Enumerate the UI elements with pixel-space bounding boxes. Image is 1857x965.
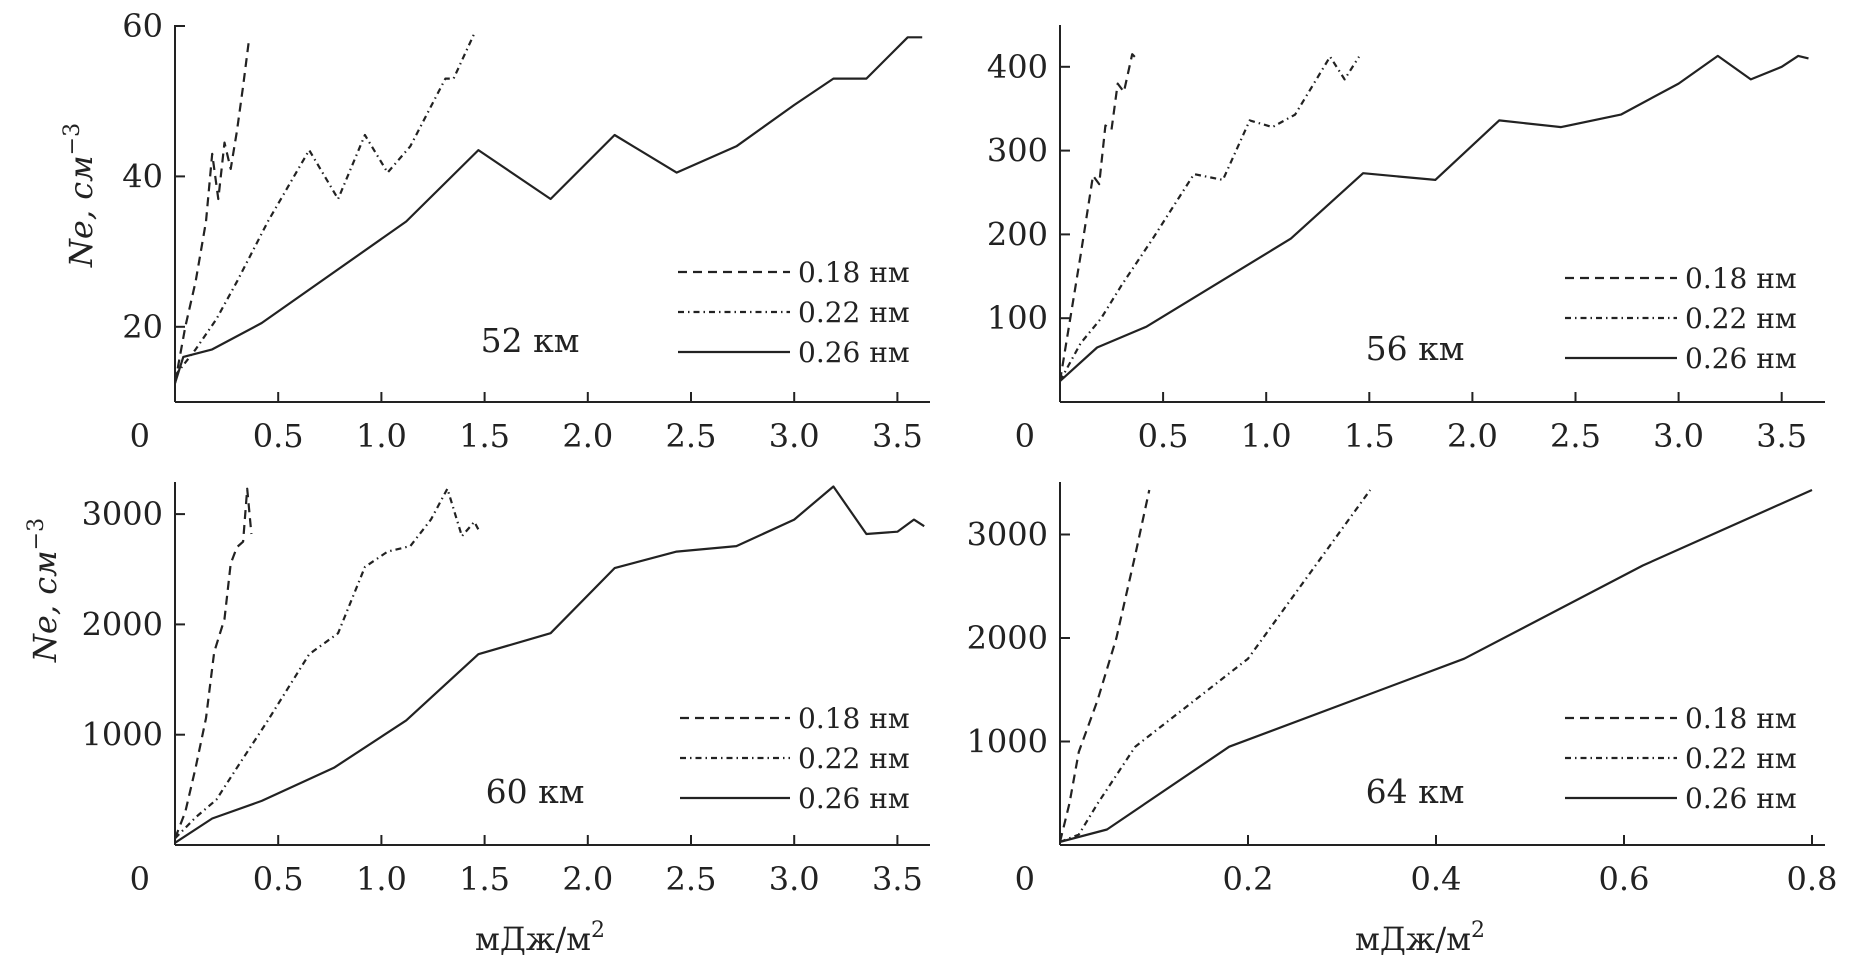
legend-label: 0.18 нм	[798, 702, 910, 735]
legend-label: 0.26 нм	[798, 782, 910, 815]
y-tick-label: 400	[987, 48, 1048, 86]
legend-label: 0.18 нм	[798, 256, 910, 289]
y-axis-title-bottom-text: Ne, см−3	[24, 518, 64, 663]
y-tick-label: 3000	[82, 495, 163, 533]
y-tick-label: 3000	[967, 516, 1048, 554]
x-tick-label: 3.0	[769, 417, 820, 455]
series-line-0-18	[175, 487, 253, 839]
x-tick-label: 1.0	[356, 417, 407, 455]
panel-altitude-label: 56 км	[1366, 329, 1465, 368]
x-tick-label: 2.0	[562, 860, 613, 898]
y-tick-label: 1000	[967, 723, 1048, 761]
series-line-0-26	[1060, 54, 1809, 382]
x-tick-label: 1.5	[459, 417, 510, 455]
series-line-0-22	[175, 33, 476, 377]
y-tick-label: 300	[987, 132, 1048, 170]
x-tick-label: 0.5	[1138, 417, 1189, 455]
chart-panel-3: 0.5 1.0 1.5 2.0 2.5 3.0 3.5 1000 2000 3000 0 0.18 н…	[82, 482, 930, 898]
x-tick-label: 2.0	[562, 417, 613, 455]
series-line-0-22	[1060, 489, 1372, 843]
x-tick-label: 0.8	[1787, 860, 1838, 898]
x-tick-label: 3.5	[872, 417, 923, 455]
x-tick-label: 3.0	[769, 860, 820, 898]
x-tick-label: 3.5	[1756, 417, 1807, 455]
y-tick-label: 60	[122, 7, 163, 45]
chart-panel-1: 0.5 1.0 1.5 2.0 2.5 3.0 3.5 20 40 60 0 0.18 нм 0.22 …	[122, 7, 930, 455]
panel-altitude-label: 52 км	[481, 321, 580, 360]
chart-panel-2: 0.5 1.0 1.5 2.0 2.5 3.0 3.5 100 200 300 400 0 0.18 н…	[987, 25, 1825, 455]
legend-label: 0.22 нм	[1685, 742, 1797, 775]
y-axis-title-top-text: Ne, см−3	[60, 123, 100, 268]
x-tick-label: 2.0	[1447, 417, 1498, 455]
x-tick-label: 2.5	[666, 417, 717, 455]
y-tick-label: 100	[987, 299, 1048, 337]
series-line-0-26	[175, 485, 925, 844]
x-tick-label: 0.4	[1411, 860, 1462, 898]
y-tick-label: 200	[987, 215, 1048, 253]
x-tick-label: 3.0	[1653, 417, 1704, 455]
series-line-0-22	[175, 487, 480, 840]
x-tick-label: 1.5	[1344, 417, 1395, 455]
legend-label: 0.26 нм	[1685, 782, 1797, 815]
y-axis-title-top: Ne, см−3	[60, 123, 100, 268]
origin-label: 0	[130, 860, 150, 898]
legend-label: 0.22 нм	[798, 742, 910, 775]
x-axis-title-left: мДж/м2	[475, 918, 605, 958]
y-tick-label: 1000	[82, 716, 163, 754]
legend-label: 0.22 нм	[1685, 302, 1797, 335]
series-line-0-26	[1060, 488, 1813, 843]
x-tick-label: 2.5	[1550, 417, 1601, 455]
series-line-0-18	[1060, 53, 1138, 382]
legend-label: 0.18 нм	[1685, 702, 1797, 735]
legend-label: 0.18 нм	[1685, 262, 1797, 295]
legend-label: 0.26 нм	[798, 336, 910, 369]
x-tick-label: 1.5	[459, 860, 510, 898]
x-tick-label: 1.0	[356, 860, 407, 898]
x-tick-label: 0.5	[253, 860, 304, 898]
x-tick-label: 3.5	[872, 860, 923, 898]
origin-label: 0	[130, 417, 150, 455]
series-line-0-26	[175, 36, 923, 384]
x-tick-label: 0.6	[1599, 860, 1650, 898]
x-axis-title-right: мДж/м2	[1355, 918, 1485, 958]
origin-label: 0	[1015, 860, 1035, 898]
y-tick-label: 20	[122, 308, 163, 346]
series-line-0-18	[175, 37, 251, 384]
x-tick-label: 0.5	[253, 417, 304, 455]
origin-label: 0	[1015, 417, 1035, 455]
x-tick-label: 1.0	[1241, 417, 1292, 455]
x-tick-label: 0.2	[1223, 860, 1274, 898]
legend-label: 0.22 нм	[798, 296, 910, 329]
x-tick-label: 2.5	[666, 860, 717, 898]
y-tick-label: 2000	[967, 619, 1048, 657]
chart-panel-4: 0.2 0.4 0.6 0.8 1000 2000 3000 0 0.18 нм 0.22 нм 0…	[967, 482, 1838, 898]
legend-label: 0.26 нм	[1685, 342, 1797, 375]
panel-altitude-label: 64 км	[1366, 772, 1465, 811]
y-axis-title-bottom: Ne, см−3	[24, 518, 64, 663]
y-tick-label: 40	[122, 157, 163, 195]
y-tick-label: 2000	[82, 605, 163, 643]
series-line-0-18	[1060, 489, 1151, 843]
panel-altitude-label: 60 км	[486, 772, 585, 811]
